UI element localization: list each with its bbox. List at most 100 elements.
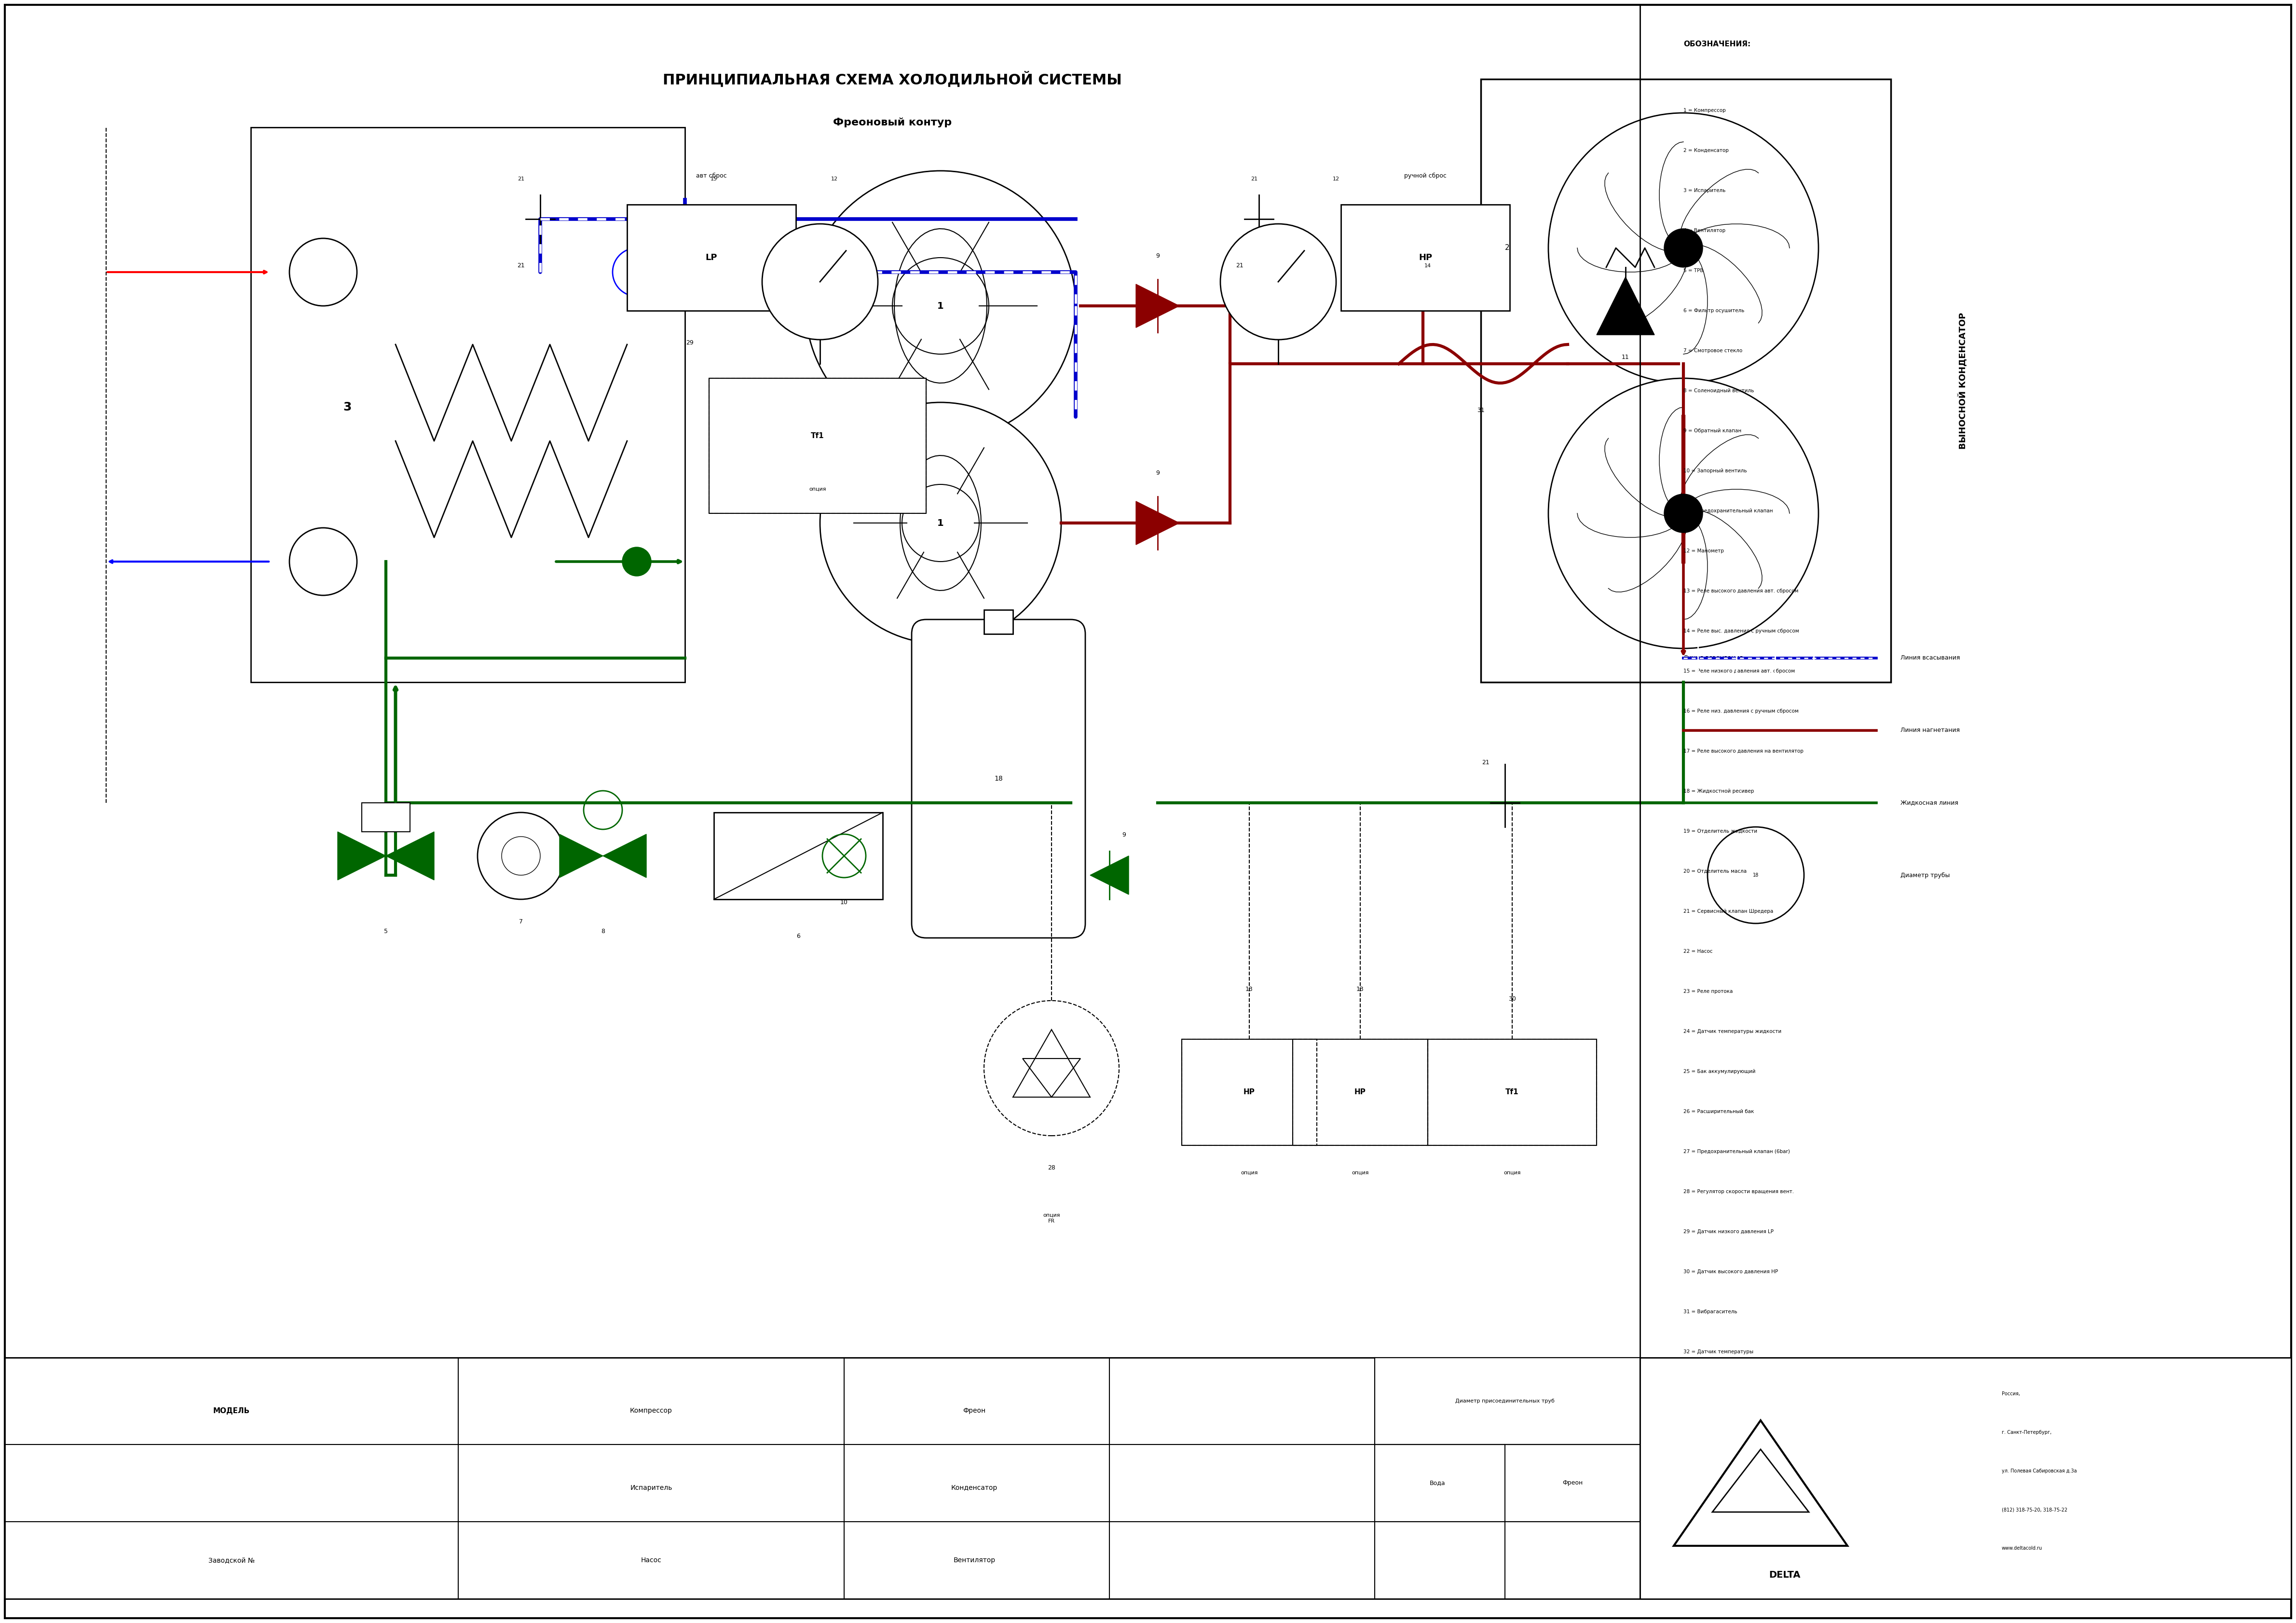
Text: Испаритель: Испаритель	[629, 1485, 673, 1492]
Text: Линия всасывания: Линия всасывания	[1901, 656, 1961, 661]
Bar	[1428, 1039, 1596, 1146]
Text: 28: 28	[1047, 1165, 1056, 1170]
Text: Конденсатор: Конденсатор	[951, 1485, 996, 1492]
Text: Линия всасывания: Линия всасывания	[1683, 656, 1743, 661]
Text: ручной сброс: ручной сброс	[1405, 172, 1446, 179]
Text: LP: LP	[705, 253, 716, 261]
Circle shape	[820, 403, 1061, 644]
Bar	[5, 1358, 1639, 1599]
Text: 25 = Бак аккумулирующий: 25 = Бак аккумулирующий	[1683, 1070, 1756, 1074]
Text: 1: 1	[937, 518, 944, 527]
Circle shape	[1665, 229, 1704, 268]
Text: 27 = Предохранительный клапан (6bar): 27 = Предохранительный клапан (6bar)	[1683, 1149, 1791, 1154]
Text: 19 = Отделитель жидкости: 19 = Отделитель жидкости	[1683, 829, 1756, 834]
Text: МОДЕЛЬ: МОДЕЛЬ	[214, 1407, 250, 1414]
Text: опция: опция	[1352, 1170, 1368, 1175]
Text: 21: 21	[1481, 760, 1490, 766]
Bar	[1293, 1039, 1428, 1146]
Text: Tf1: Tf1	[1506, 1089, 1520, 1096]
Text: 12: 12	[1332, 177, 1339, 182]
Polygon shape	[1596, 278, 1655, 334]
Text: 21: 21	[1235, 263, 1244, 269]
Text: опция: опция	[1504, 1170, 1520, 1175]
Text: 2: 2	[1504, 245, 1508, 252]
Text: Заводской №: Заводской №	[209, 1556, 255, 1563]
Text: 5 = ТРВ: 5 = ТРВ	[1683, 268, 1704, 273]
Text: Компрессор: Компрессор	[629, 1407, 673, 1414]
Text: HP: HP	[1355, 1089, 1366, 1096]
Bar	[1341, 204, 1511, 310]
Text: ПРИНЦИПИАЛЬНАЯ СХЕМА ХОЛОДИЛЬНОЙ СИСТЕМЫ: ПРИНЦИПИАЛЬНАЯ СХЕМА ХОЛОДИЛЬНОЙ СИСТЕМЫ	[664, 71, 1123, 88]
Text: Вода: Вода	[1430, 1480, 1444, 1487]
Text: опция
FR: опция FR	[1042, 1212, 1061, 1224]
Text: 8: 8	[602, 928, 604, 935]
Text: Фреон: Фреон	[1561, 1480, 1582, 1487]
Text: 7 = Смотровое стекло: 7 = Смотровое стекло	[1683, 349, 1743, 354]
Bar	[709, 378, 925, 513]
Text: Фреоновый контур: Фреоновый контур	[833, 117, 953, 128]
Text: Россия,: Россия,	[2002, 1391, 2020, 1396]
Text: 15 = Реле низкого давления авт. сбросом: 15 = Реле низкого давления авт. сбросом	[1683, 669, 1795, 674]
Text: 33 = Воздухоотводчик: 33 = Воздухоотводчик	[1683, 1389, 1743, 1394]
Bar	[627, 204, 797, 310]
Text: 11 = Предохранительный клапан: 11 = Предохранительный клапан	[1683, 508, 1773, 513]
Bar	[1182, 1039, 1318, 1146]
Text: 10: 10	[840, 899, 847, 906]
Circle shape	[1548, 114, 1818, 383]
Text: 6: 6	[797, 933, 801, 940]
Text: Tf1: Tf1	[810, 432, 824, 440]
Text: 9: 9	[1155, 253, 1159, 260]
Text: 18 = Жидкостной ресивер: 18 = Жидкостной ресивер	[1683, 789, 1754, 794]
Text: авт сброс: авт сброс	[696, 172, 728, 179]
Text: 3 = Испаритель: 3 = Испаритель	[1683, 188, 1727, 193]
Text: Насос: Насос	[641, 1556, 661, 1563]
Text: 3: 3	[342, 401, 351, 412]
Text: 13 = Реле высокого давления авт. сбросом: 13 = Реле высокого давления авт. сбросом	[1683, 589, 1798, 594]
Text: 17 = Реле высокого давления на вентилятор: 17 = Реле высокого давления на вентилято…	[1683, 748, 1802, 753]
Bar	[1182, 1039, 1318, 1146]
Text: 32 = Датчик температуры: 32 = Датчик температуры	[1683, 1349, 1754, 1354]
Text: ОБОЗНАЧЕНИЯ:: ОБОЗНАЧЕНИЯ:	[1683, 41, 1750, 47]
Circle shape	[1548, 378, 1818, 649]
FancyBboxPatch shape	[912, 620, 1086, 938]
Text: DELTA: DELTA	[1768, 1569, 1800, 1579]
Text: 13: 13	[1357, 987, 1364, 992]
Text: 31: 31	[1476, 407, 1486, 414]
Text: (812) 318-75-20, 318-75-22: (812) 318-75-20, 318-75-22	[2002, 1508, 2066, 1513]
Text: 26 = Расширительный бак: 26 = Расширительный бак	[1683, 1109, 1754, 1113]
Text: 2 = Конденсатор: 2 = Конденсатор	[1683, 148, 1729, 153]
Text: 30: 30	[1508, 997, 1515, 1001]
Text: 1 = Компрессор: 1 = Компрессор	[1683, 109, 1727, 114]
Text: Диаметр присоединительных труб: Диаметр присоединительных труб	[1456, 1399, 1554, 1404]
Circle shape	[762, 224, 877, 339]
Polygon shape	[1137, 284, 1180, 328]
Polygon shape	[560, 834, 604, 878]
Circle shape	[478, 813, 565, 899]
Text: Вентилятор: Вентилятор	[953, 1556, 996, 1563]
Bar	[363, 803, 411, 831]
Polygon shape	[386, 831, 434, 880]
Text: Фреон: Фреон	[962, 1407, 985, 1414]
Text: 24 = Датчик температуры жидкости: 24 = Датчик температуры жидкости	[1683, 1029, 1782, 1034]
Text: 12 = Манометр: 12 = Манометр	[1683, 549, 1724, 553]
Text: 29: 29	[687, 339, 693, 346]
Text: 16 = Реле низ. давления с ручным сбросом: 16 = Реле низ. давления с ручным сбросом	[1683, 709, 1798, 714]
Text: 21 = Сервисный клапан Шредера: 21 = Сервисный клапан Шредера	[1683, 909, 1773, 914]
Circle shape	[806, 170, 1075, 441]
Text: 31 = Вибрагаситель: 31 = Вибрагаситель	[1683, 1310, 1738, 1315]
Text: www.deltacold.ru: www.deltacold.ru	[2002, 1545, 2043, 1550]
Text: 12: 12	[831, 177, 838, 182]
Bar	[1481, 80, 1892, 682]
Polygon shape	[604, 834, 647, 878]
Text: 23 = Реле протока: 23 = Реле протока	[1683, 988, 1733, 993]
Text: 14: 14	[1424, 263, 1430, 268]
Text: 9: 9	[1123, 831, 1125, 837]
Text: 4 = Вентилятор: 4 = Вентилятор	[1683, 229, 1724, 234]
Text: HP: HP	[1419, 253, 1433, 261]
Text: Линия нагнетания: Линия нагнетания	[1901, 727, 1961, 734]
Bar	[1639, 1358, 2291, 1599]
Text: Диаметр трубы: Диаметр трубы	[1901, 872, 1949, 878]
Bar	[1293, 1039, 1428, 1146]
Text: г. Санкт-Петербург,: г. Санкт-Петербург,	[2002, 1430, 2053, 1435]
Text: 6 = Фильтр осушитель: 6 = Фильтр осушитель	[1683, 308, 1745, 313]
